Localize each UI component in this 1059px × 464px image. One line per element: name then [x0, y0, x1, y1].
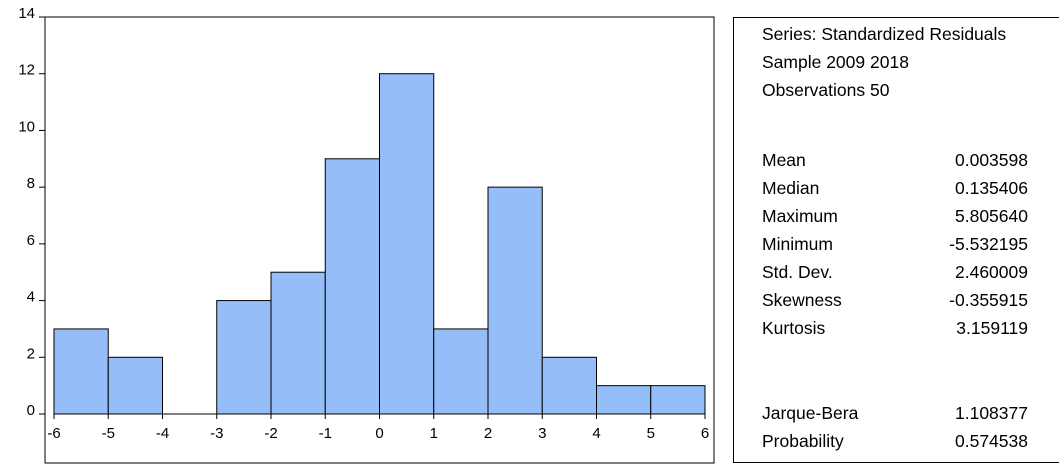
y-tick-label: 12: [18, 62, 35, 79]
sample-label: Sample 2009 2018: [762, 52, 909, 72]
stat-label: Skewness: [762, 290, 842, 310]
y-tick-label: 6: [27, 232, 35, 249]
x-tick-label: 0: [375, 425, 383, 442]
test-value: 1.108377: [955, 403, 1028, 423]
y-tick-label: 14: [18, 5, 35, 22]
observations-label: Observations 50: [762, 80, 890, 100]
x-tick-label: 5: [647, 425, 655, 442]
stat-value: 3.159119: [956, 318, 1028, 338]
series-label: Series: Standardized Residuals: [762, 24, 1007, 44]
x-tick-label: 2: [484, 425, 492, 442]
x-axis: -6 -5 -4 -3 -2 -1 0 1 2 3 4 5 6: [47, 413, 709, 442]
y-tick-label: 0: [27, 402, 35, 419]
x-tick-label: 3: [538, 425, 546, 442]
statistics-panel: Series: Standardized Residuals Sample 20…: [733, 17, 1059, 463]
stat-label: Kurtosis: [762, 318, 826, 338]
stat-value: 5.805640: [955, 206, 1028, 226]
x-tick-label: -2: [264, 425, 277, 442]
histogram-bar: [433, 328, 489, 415]
x-tick-label: -1: [319, 425, 332, 442]
histogram-bar: [324, 158, 380, 415]
test-label: Probability: [762, 431, 844, 451]
bars-layer: [53, 73, 706, 415]
histogram-bar: [487, 186, 543, 415]
histogram-bar: [216, 300, 272, 415]
stat-value: -5.532195: [949, 234, 1028, 254]
stat-label: Minimum: [762, 234, 833, 254]
stat-value: -0.355915: [949, 290, 1028, 310]
x-tick-label: -6: [47, 425, 60, 442]
y-axis: 0 2 4 6 8 10 12 14: [18, 5, 45, 419]
x-tick-label: 1: [430, 425, 438, 442]
histogram-bar: [379, 73, 435, 415]
y-tick-label: 2: [27, 345, 35, 362]
stat-label: Std. Dev.: [762, 262, 833, 282]
stat-value: 0.135406: [955, 178, 1028, 198]
histogram-bar: [596, 385, 652, 415]
histogram-bar: [107, 356, 163, 415]
stat-label: Mean: [762, 150, 806, 170]
stat-value: 0.003598: [955, 150, 1028, 170]
x-tick-label: -3: [210, 425, 223, 442]
y-tick-label: 8: [27, 175, 35, 192]
histogram-bar: [270, 271, 326, 415]
y-tick-label: 4: [27, 289, 35, 306]
plot-frame: [44, 16, 715, 464]
stat-value: 2.460009: [955, 262, 1028, 282]
y-tick-label: 10: [18, 118, 35, 135]
x-tick-label: -5: [102, 425, 115, 442]
test-label: Jarque-Bera: [762, 403, 859, 423]
histogram-bar: [541, 356, 597, 415]
stat-label: Maximum: [762, 206, 838, 226]
x-tick-label: -4: [156, 425, 169, 442]
stat-label: Median: [762, 178, 820, 198]
histogram-bar: [650, 385, 706, 415]
histogram-bar: [53, 328, 109, 415]
test-value: 0.574538: [955, 431, 1028, 451]
x-tick-label: 6: [701, 425, 709, 442]
x-tick-label: 4: [592, 425, 600, 442]
